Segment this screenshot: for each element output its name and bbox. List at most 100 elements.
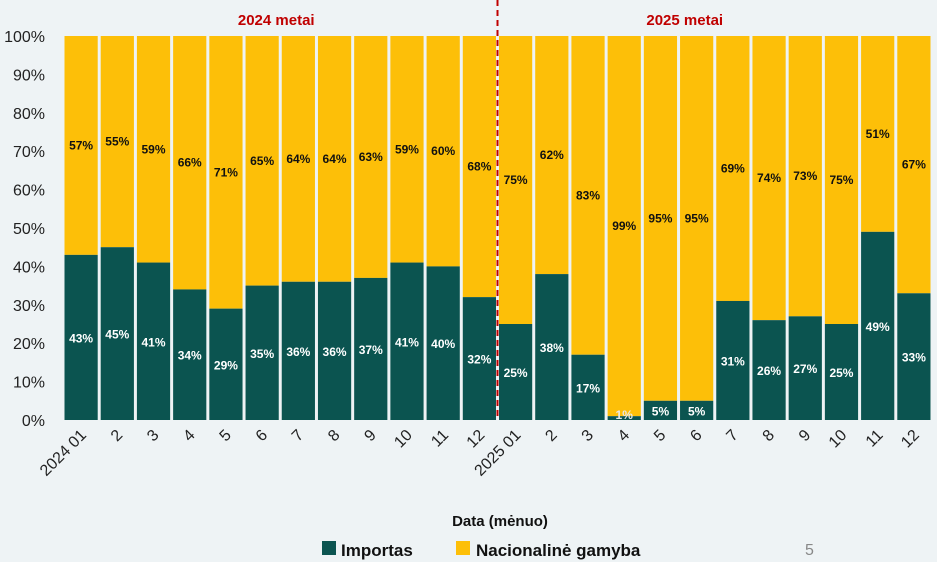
bar-nacionaline-gamyba [861,36,895,232]
bar-nacionaline-gamyba [64,36,98,255]
label-nacionaline-gamyba: 62% [540,148,564,162]
bar-importas [281,281,315,420]
bar-nacionaline-gamyba [426,36,460,267]
x-tick-label: 3 [579,427,597,445]
period-label-2025: 2025 metai [646,12,723,29]
y-tick-label: 10% [13,375,45,392]
label-nacionaline-gamyba: 67% [902,158,926,172]
label-importas: 34% [178,349,202,363]
x-tick-label: 8 [760,427,778,445]
label-nacionaline-gamyba: 95% [685,211,709,225]
bar-importas [680,400,714,420]
y-tick-label: 50% [13,221,45,238]
y-tick-label: 40% [13,259,45,276]
x-tick-label: 10 [391,427,416,452]
bar-importas [245,285,279,420]
bar-importas [535,274,569,420]
label-importas: 45% [105,328,129,342]
bar-nacionaline-gamyba [824,36,859,324]
label-importas: 35% [250,347,274,361]
x-tick-label: 2024 01 [37,427,90,480]
bar-nacionaline-gamyba [499,36,533,324]
bar-nacionaline-gamyba [354,36,388,278]
label-importas: 33% [902,351,926,365]
label-nacionaline-gamyba: 65% [250,154,274,168]
bar-nacionaline-gamyba [788,36,822,317]
bar-importas [861,231,895,420]
label-nacionaline-gamyba: 68% [467,160,491,174]
bar-importas [426,266,460,420]
label-importas: 31% [721,354,745,368]
bar-nacionaline-gamyba [462,36,496,298]
x-tick-label: 8 [325,427,343,445]
bar-nacionaline-gamyba [209,36,243,309]
bar-importas [752,320,786,420]
label-nacionaline-gamyba: 69% [721,161,745,175]
label-importas: 41% [142,335,166,349]
bar-nacionaline-gamyba [390,36,424,263]
bar-nacionaline-gamyba [897,36,931,294]
label-nacionaline-gamyba: 75% [504,173,528,187]
label-importas: 29% [214,358,238,372]
bar-importas [317,281,352,420]
x-tick-label: 2 [108,427,126,445]
label-nacionaline-gamyba: 83% [576,188,600,202]
bar-importas [571,354,605,420]
label-importas: 25% [829,366,853,380]
x-tick-label: 9 [361,427,379,445]
x-tick-label: 4 [615,427,633,445]
label-nacionaline-gamyba: 99% [612,219,636,233]
label-nacionaline-gamyba: 74% [757,171,781,185]
bar-importas [390,262,424,420]
bar-importas [788,316,822,420]
x-tick-label: 5 [651,427,669,445]
bar-nacionaline-gamyba [571,36,605,355]
y-tick-label: 30% [13,298,45,315]
bar-nacionaline-gamyba [317,36,352,282]
y-tick-label: 90% [13,67,45,84]
x-tick-label: 6 [253,427,271,445]
x-tick-label: 11 [428,427,452,451]
bar-nacionaline-gamyba [136,36,171,263]
legend-label-importas: Importas [341,541,413,560]
label-importas: 26% [757,364,781,378]
label-importas: 36% [286,345,310,359]
bar-importas [499,324,533,420]
label-nacionaline-gamyba: 73% [793,169,817,183]
label-importas: 1% [616,408,634,422]
label-importas: 49% [866,320,890,334]
x-tick-label: 3 [144,427,162,445]
bar-nacionaline-gamyba [173,36,207,290]
page-number: 5 [805,542,814,559]
x-tick-label: 7 [723,427,741,445]
label-nacionaline-gamyba: 57% [69,138,93,152]
label-nacionaline-gamyba: 59% [395,142,419,156]
label-importas: 32% [467,353,491,367]
bar-importas [100,247,134,420]
x-axis-title: Data (mėnuo) [452,513,548,530]
bar-importas [173,289,207,420]
x-tick-label: 12 [898,427,923,452]
bar-importas [824,324,859,420]
bar-nacionaline-gamyba [643,36,678,401]
label-importas: 43% [69,331,93,345]
y-tick-label: 60% [13,183,45,200]
label-importas: 5% [652,404,670,418]
label-importas: 5% [688,404,706,418]
label-importas: 27% [793,362,817,376]
y-tick-label: 20% [13,336,45,353]
label-importas: 37% [359,343,383,357]
legend-swatch-nacionaline-gamyba [456,541,470,555]
x-tick-label: 2 [542,427,560,445]
label-importas: 40% [431,337,455,351]
x-tick-label: 9 [796,427,814,445]
y-tick-label: 80% [13,106,45,123]
bar-nacionaline-gamyba [752,36,786,321]
x-tick-label: 12 [464,427,489,452]
label-nacionaline-gamyba: 59% [142,142,166,156]
bar-importas [462,297,496,420]
label-nacionaline-gamyba: 64% [286,152,310,166]
y-tick-label: 0% [22,413,45,430]
label-nacionaline-gamyba: 71% [214,165,238,179]
